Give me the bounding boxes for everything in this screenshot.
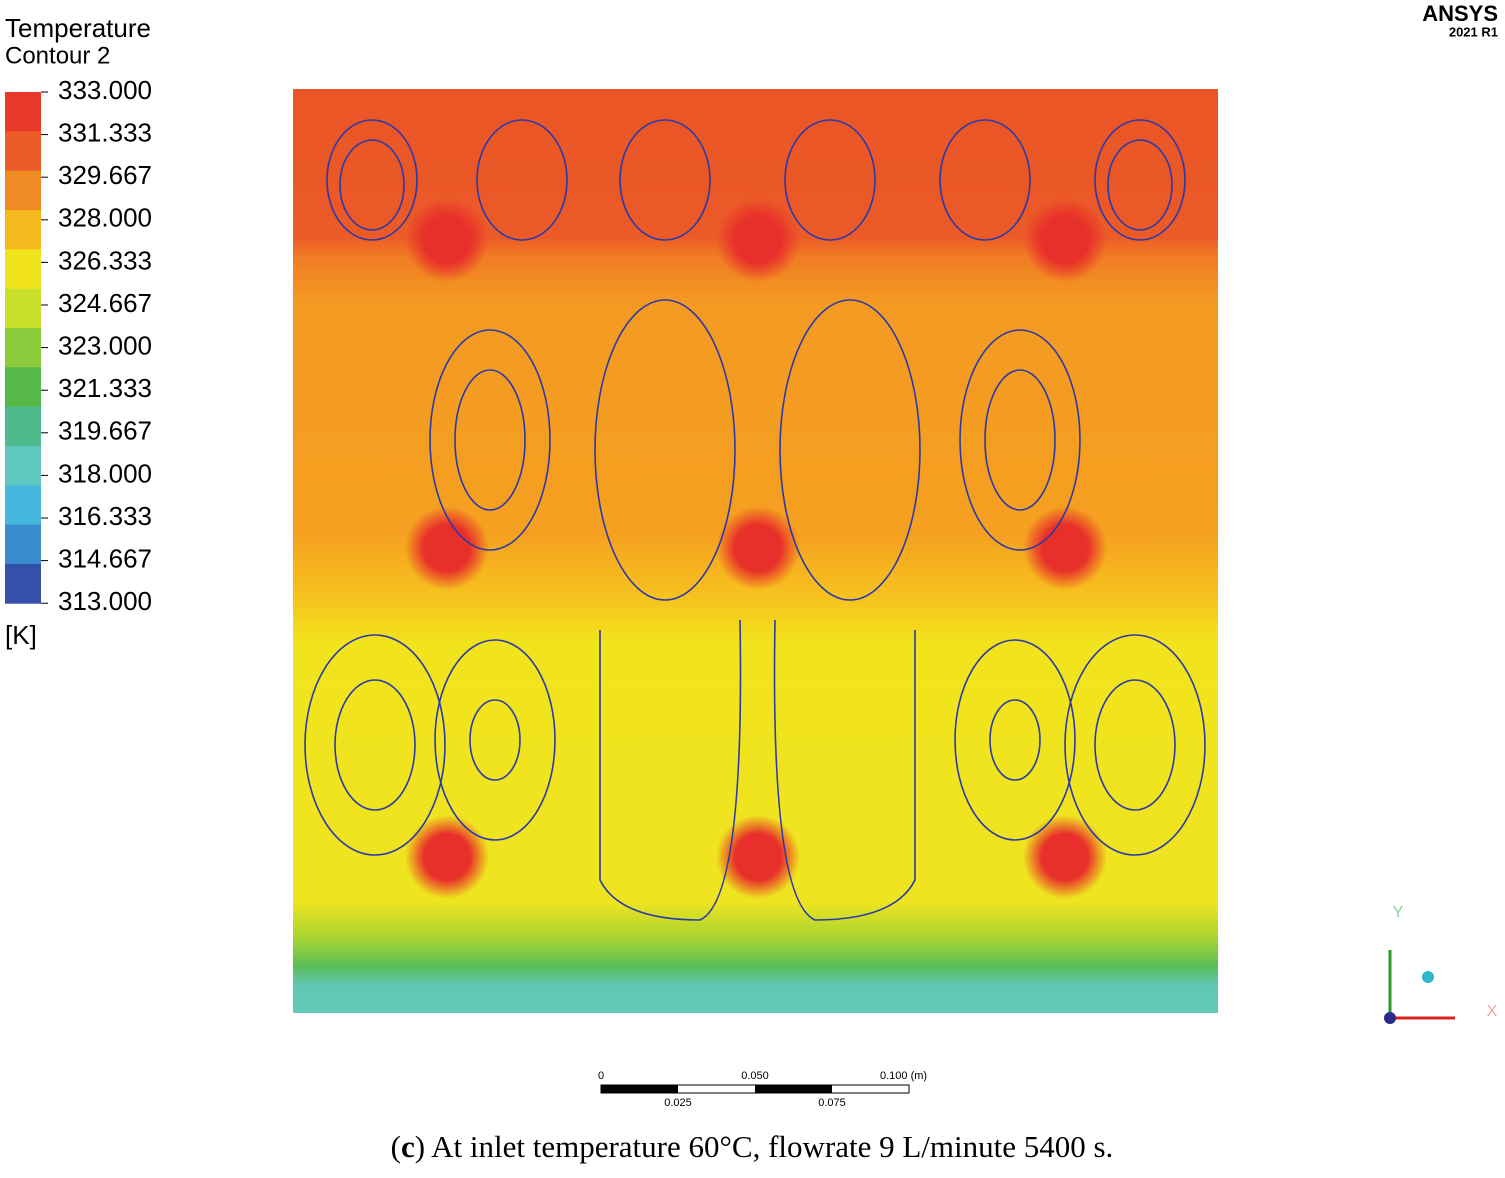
contour-field xyxy=(293,89,1218,1013)
logo-version: 2021 R1 xyxy=(1449,24,1498,39)
legend-level: 326.333 xyxy=(58,245,152,275)
color-swatch xyxy=(5,406,41,447)
legend-level: 329.667 xyxy=(58,160,152,190)
color-swatch xyxy=(5,485,41,526)
legend-level: 333.000 xyxy=(58,75,152,105)
scale-bar: 0 0.050 0.100 (m) 0.025 0.075 xyxy=(598,1070,927,1109)
caption-text: ) At inlet temperature 60°C, flowrate 9 … xyxy=(415,1129,1114,1164)
color-swatch xyxy=(5,209,41,250)
legend-level: 318.000 xyxy=(58,458,152,488)
scale-label: 0 xyxy=(598,1070,604,1082)
legend-level: 319.667 xyxy=(58,416,152,446)
legend-subtitle: Contour 2 xyxy=(5,42,110,69)
legend-level: 316.333 xyxy=(58,501,152,531)
color-swatch xyxy=(5,563,41,604)
color-swatch xyxy=(5,92,41,132)
caption: (c) At inlet temperature 60°C, flowrate … xyxy=(391,1129,1114,1164)
scale-label: 0.050 xyxy=(741,1070,769,1082)
legend-level: 324.667 xyxy=(58,288,152,318)
legend-level: 314.667 xyxy=(58,543,152,573)
color-swatch xyxy=(5,249,41,290)
legend-unit: [K] xyxy=(5,620,37,650)
color-swatch xyxy=(5,170,41,211)
color-swatch xyxy=(5,288,41,329)
color-swatch xyxy=(5,367,41,408)
logo: ANSYS xyxy=(1422,1,1498,26)
scale-label: 0.025 xyxy=(664,1097,692,1109)
axis-triad: Y X xyxy=(1384,904,1498,1024)
legend-title: Temperature xyxy=(5,13,151,43)
caption-open: ( xyxy=(391,1129,401,1164)
legend-level: 323.000 xyxy=(58,330,152,360)
legend-level: 331.333 xyxy=(58,117,152,147)
triad-x: X xyxy=(1487,1003,1498,1020)
scale-label: 0.100 (m) xyxy=(880,1070,927,1082)
colorbar: 333.000 331.333 329.667 328.000 326.333 324.6… xyxy=(5,75,152,616)
color-swatch xyxy=(5,445,41,486)
color-swatch xyxy=(5,524,41,565)
legend-level: 321.333 xyxy=(58,373,152,403)
legend-level: 313.000 xyxy=(58,586,152,616)
color-swatch xyxy=(5,131,41,172)
caption-label: c xyxy=(401,1129,415,1164)
color-swatch xyxy=(5,327,41,368)
triad-y: Y xyxy=(1393,904,1404,921)
legend-level: 328.000 xyxy=(58,203,152,233)
scale-label: 0.075 xyxy=(818,1097,846,1109)
